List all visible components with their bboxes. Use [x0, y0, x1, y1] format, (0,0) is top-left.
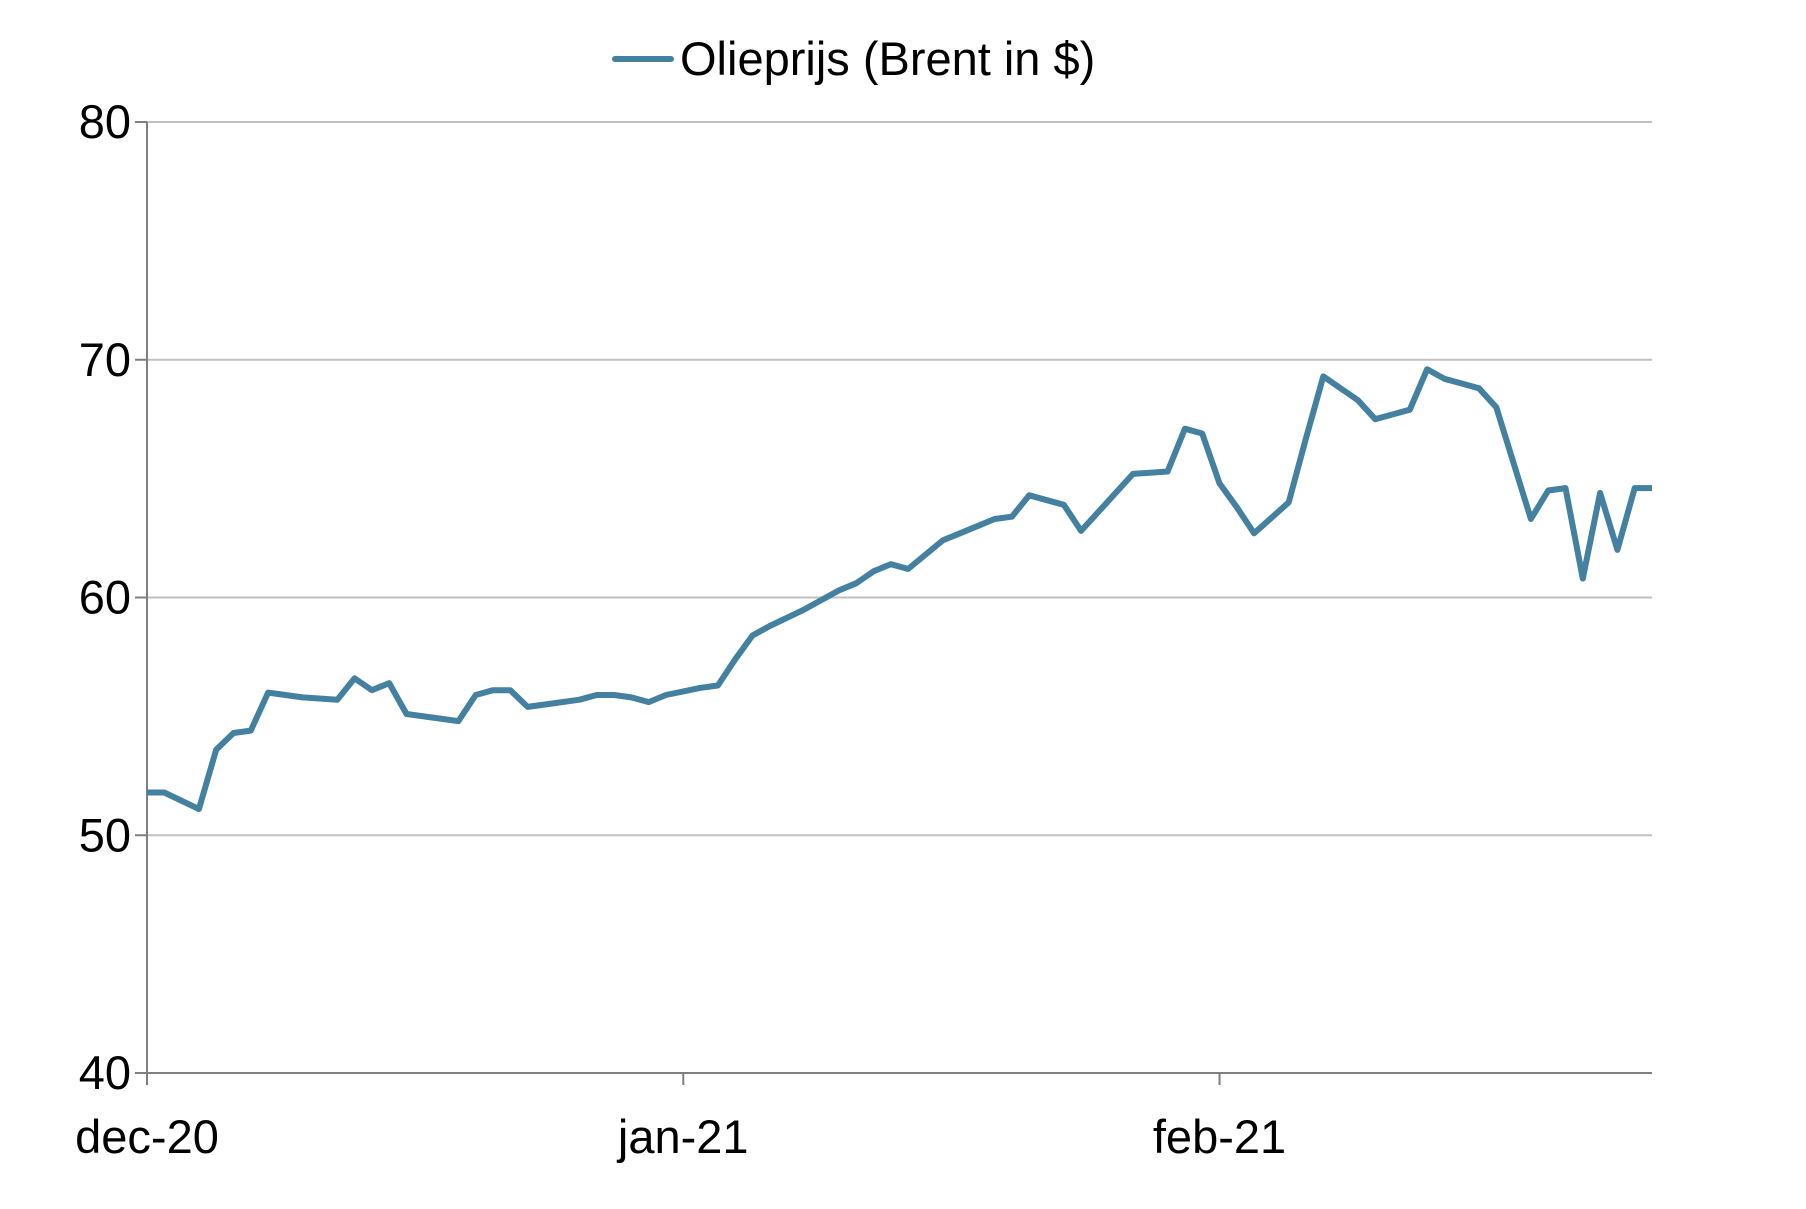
- data-point: [213, 747, 219, 753]
- data-point: [386, 680, 392, 686]
- data-point: [282, 692, 288, 698]
- data-point: [940, 537, 946, 543]
- legend-swatch: [612, 56, 674, 62]
- data-point: [1130, 471, 1136, 477]
- data-point: [144, 789, 150, 795]
- y-axis-ticks: 40 50 60 70 80: [79, 95, 147, 1099]
- data-point: [161, 789, 167, 795]
- data-point: [715, 682, 721, 688]
- data-point: [334, 697, 340, 703]
- data-point: [801, 606, 807, 612]
- x-axis-ticks: dec-20 jan-21 feb-21: [75, 1073, 1286, 1163]
- data-point: [490, 687, 496, 693]
- data-point: [1545, 488, 1551, 494]
- data-point: [230, 730, 236, 736]
- data-point: [1009, 514, 1015, 520]
- data-point: [767, 623, 773, 629]
- series-line-brent: [147, 366, 1652, 813]
- y-tick-label: 70: [79, 333, 131, 386]
- data-point: [628, 694, 634, 700]
- data-point: [853, 580, 859, 586]
- data-point: [1632, 485, 1638, 491]
- data-point: [403, 711, 409, 717]
- data-point: [819, 597, 825, 603]
- data-point: [1182, 426, 1188, 432]
- data-point: [1234, 504, 1240, 510]
- data-point: [646, 699, 652, 705]
- x-tick-label: jan-21: [616, 1110, 749, 1163]
- data-point: [1355, 397, 1361, 403]
- data-point: [1303, 435, 1309, 441]
- data-point: [1199, 430, 1205, 436]
- data-point: [1580, 575, 1586, 581]
- data-point: [455, 718, 461, 724]
- legend-label: Olieprijs (Brent in $): [680, 32, 1096, 85]
- data-point: [698, 685, 704, 691]
- data-point: [576, 697, 582, 703]
- x-tick-label: dec-20: [75, 1110, 219, 1163]
- data-point: [1563, 485, 1569, 491]
- data-point: [1286, 499, 1292, 505]
- data-point: [352, 675, 358, 681]
- data-point: [1165, 468, 1171, 474]
- data-point: [1026, 492, 1032, 498]
- y-tick-label: 50: [79, 808, 131, 861]
- data-point: [888, 561, 894, 567]
- data-point: [1476, 385, 1482, 391]
- data-point: [594, 692, 600, 698]
- data-point: [1459, 381, 1465, 387]
- data-point: [1597, 490, 1603, 496]
- data-point: [992, 516, 998, 522]
- data-point: [663, 692, 669, 698]
- y-tick-label: 40: [79, 1046, 131, 1099]
- x-tick-label: feb-21: [1153, 1110, 1286, 1163]
- data-point: [421, 713, 427, 719]
- data-point: [1217, 480, 1223, 486]
- data-point: [525, 704, 531, 710]
- data-point: [1649, 485, 1655, 491]
- data-point: [836, 587, 842, 593]
- data-point: [542, 701, 548, 707]
- data-point: [974, 523, 980, 529]
- data-point: [265, 690, 271, 696]
- gridlines: [147, 121, 1652, 837]
- data-point: [1528, 516, 1534, 522]
- series-layer: [144, 366, 1655, 813]
- data-point: [871, 568, 877, 574]
- data-point: [369, 687, 375, 693]
- data-point: [905, 566, 911, 572]
- data-point: [248, 728, 254, 734]
- data-point: [1614, 547, 1620, 553]
- data-point: [1407, 407, 1413, 413]
- data-point: [1424, 366, 1430, 372]
- data-point: [1078, 528, 1084, 534]
- data-point: [473, 692, 479, 698]
- legend: Olieprijs (Brent in $): [612, 30, 1095, 88]
- data-point: [300, 694, 306, 700]
- data-point: [1251, 530, 1257, 536]
- data-point: [1061, 502, 1067, 508]
- data-point: [507, 687, 513, 693]
- data-point: [1320, 373, 1326, 379]
- data-point: [1372, 416, 1378, 422]
- data-point: [1493, 404, 1499, 410]
- y-tick-label: 80: [79, 95, 131, 148]
- y-tick-label: 60: [79, 571, 131, 624]
- data-point: [1095, 509, 1101, 515]
- data-point: [749, 633, 755, 639]
- data-point: [611, 692, 617, 698]
- data-point: [732, 656, 738, 662]
- data-point: [196, 806, 202, 812]
- data-point: [1441, 376, 1447, 382]
- data-point: [957, 530, 963, 536]
- data-point: [1113, 490, 1119, 496]
- data-point: [1338, 385, 1344, 391]
